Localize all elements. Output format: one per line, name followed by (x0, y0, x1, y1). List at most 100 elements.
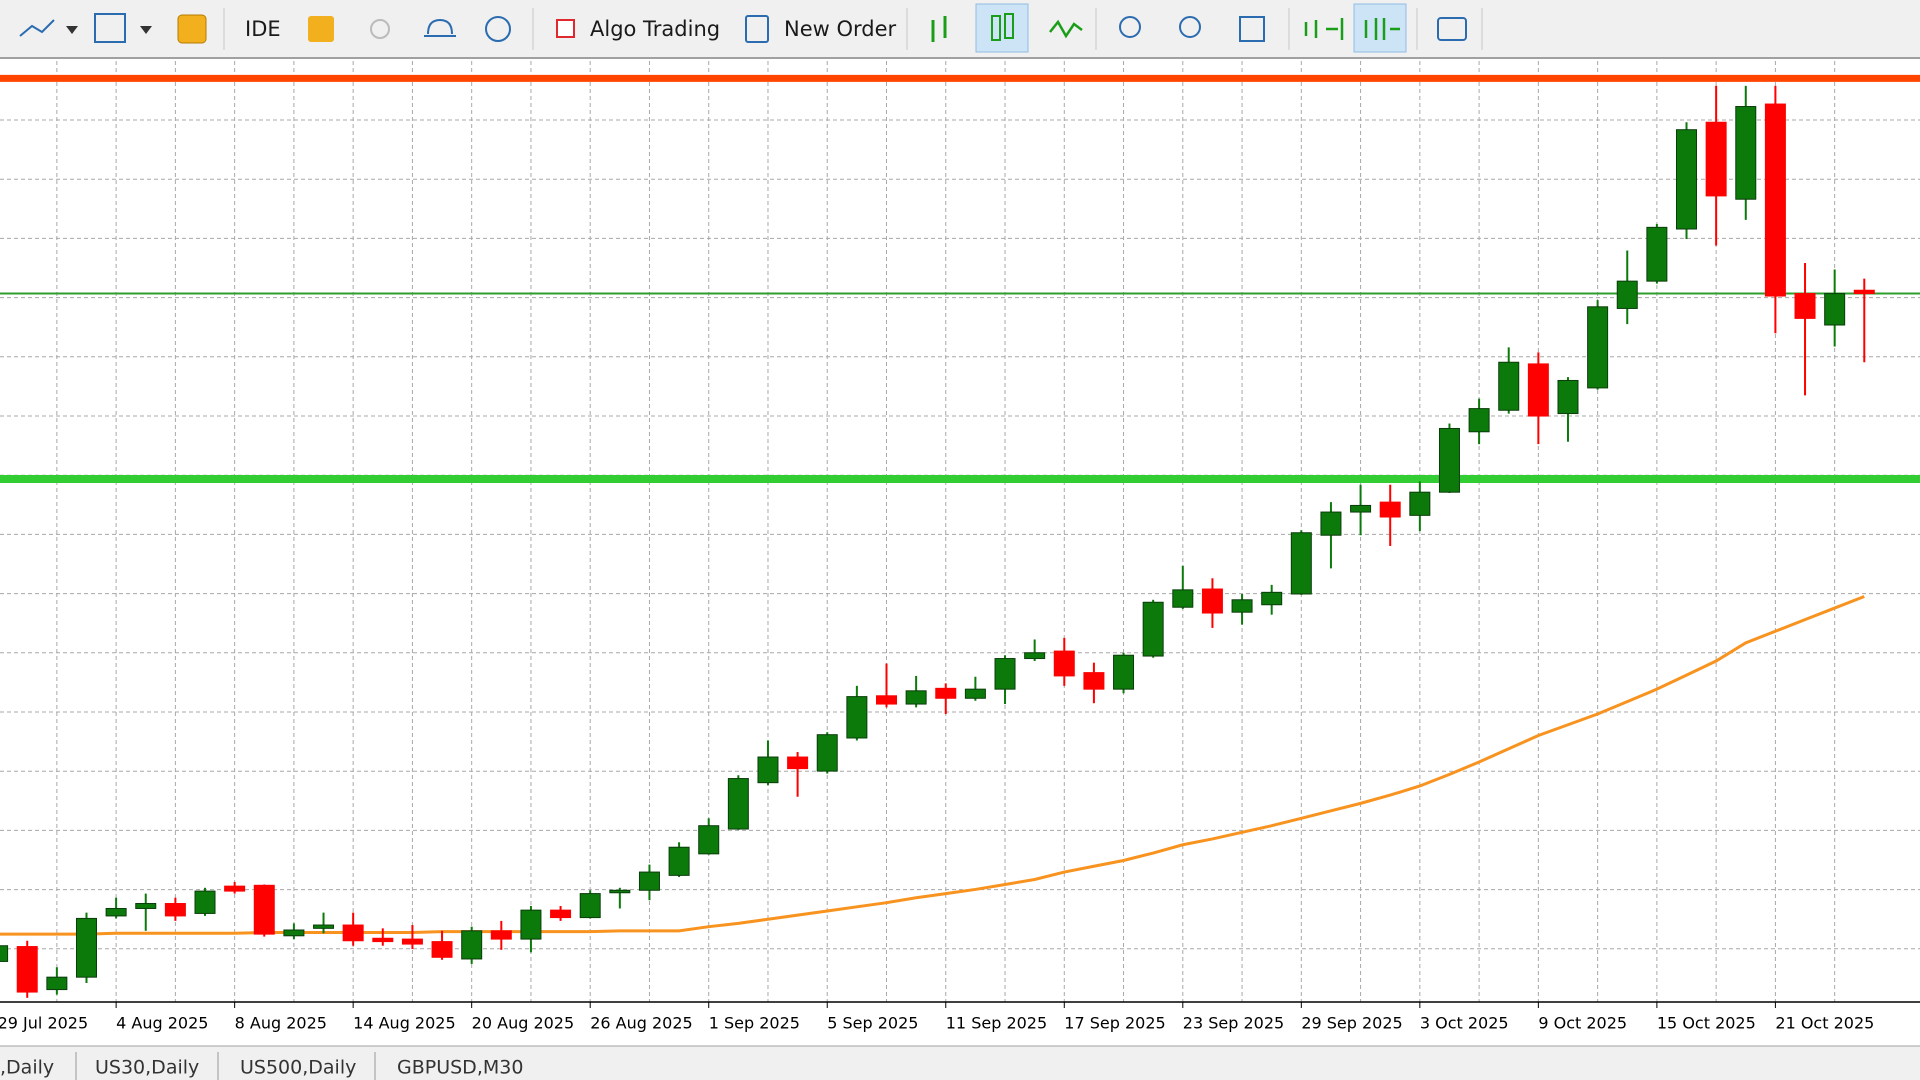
candle-body (105, 907, 127, 917)
candle-body (609, 889, 631, 894)
chart-tab[interactable]: GBPUSD,M30 (397, 1057, 523, 1079)
candle-body (16, 946, 38, 993)
candle-body (1824, 293, 1846, 326)
candles-icon (991, 15, 1001, 41)
vps-icon[interactable] (424, 18, 456, 37)
candle-body (1320, 511, 1342, 536)
candle-body (372, 937, 394, 943)
candle-body (164, 903, 186, 917)
tile-button[interactable] (1239, 16, 1265, 42)
candle-body (1379, 501, 1401, 518)
algo-trading-button[interactable]: Algo Trading (590, 17, 720, 41)
toolbar (0, 0, 1920, 58)
candle-body (0, 945, 9, 962)
bar-chart-button[interactable] (931, 16, 947, 42)
candle-body (757, 756, 779, 784)
candle-body (1438, 427, 1460, 493)
candle-body (1468, 408, 1490, 433)
candle-body (75, 917, 97, 978)
zoom-in-button[interactable] (1119, 16, 1141, 38)
candle-body (727, 778, 749, 830)
candle-body (1113, 654, 1135, 690)
candle-body (1853, 289, 1875, 295)
candle-body (846, 696, 868, 739)
candle-body (698, 825, 720, 855)
candle-body (935, 687, 957, 699)
x-tick-label: 1 Sep 2025 (709, 1014, 800, 1033)
dropdown-arrow[interactable] (140, 26, 152, 34)
plot-background (0, 61, 1920, 1002)
x-tick-label: 15 Oct 2025 (1657, 1014, 1756, 1033)
x-tick-label: 23 Sep 2025 (1183, 1014, 1284, 1033)
candle-body (253, 884, 275, 935)
chart-tab[interactable]: US30,Daily (95, 1057, 199, 1079)
candle-body (1764, 103, 1786, 297)
shift-icon (1364, 18, 1400, 40)
candle-body (490, 930, 512, 940)
candle-body (520, 909, 542, 940)
candle-body (787, 756, 809, 770)
candle-body (1735, 106, 1757, 200)
candle-body (816, 734, 838, 772)
candle-body (224, 885, 246, 892)
candle-body (579, 893, 601, 919)
new-order-button[interactable]: New Order (784, 17, 897, 41)
x-tick-label: 20 Aug 2025 (472, 1014, 575, 1033)
candle-body (46, 976, 68, 991)
candle-body (1705, 121, 1727, 197)
screenshot-button[interactable] (1437, 17, 1467, 41)
signals-icon[interactable] (370, 19, 390, 39)
x-tick-label: 29 Jul 2025 (0, 1014, 88, 1033)
x-tick-label: 8 Aug 2025 (235, 1014, 327, 1033)
chart-area: 29 Jul 2025 4 Aug 2025 8 Aug 2025 14 Aug 20… (0, 61, 1920, 1033)
ide-button[interactable]: IDE (245, 17, 281, 41)
candle-body (1083, 672, 1105, 690)
x-tick-label: 14 Aug 2025 (353, 1014, 456, 1033)
market-icon[interactable] (177, 14, 207, 44)
x-tick-label: 3 Oct 2025 (1420, 1014, 1509, 1033)
candle-body (1231, 599, 1253, 613)
candle-body (964, 688, 986, 699)
new-order-icon[interactable] (745, 15, 769, 43)
candle-body (1794, 293, 1816, 319)
candle-body (668, 846, 690, 876)
candle-body (876, 695, 897, 705)
x-tick-label: 11 Sep 2025 (946, 1014, 1047, 1033)
candle-body (905, 690, 927, 705)
candle-body (283, 929, 305, 937)
line-chart-icon[interactable] (19, 19, 55, 37)
autoscroll-button[interactable] (1304, 18, 1344, 40)
candle-body (401, 938, 423, 945)
toolbar-icons: IDE Algo Trading New Order (19, 3, 1483, 53)
candle-body (1261, 591, 1283, 606)
candle-body (1527, 363, 1549, 417)
dropdown-arrow[interactable] (66, 26, 78, 34)
x-tick-label: 29 Sep 2025 (1301, 1014, 1402, 1033)
algo-trading-icon[interactable] (556, 19, 575, 38)
market-bag-icon[interactable] (308, 16, 334, 42)
candle-body (1172, 589, 1194, 608)
candle-body (461, 930, 483, 960)
candle-body (638, 871, 660, 891)
candle-body (1557, 379, 1579, 415)
candle-body (194, 890, 216, 914)
candle-body (1616, 280, 1638, 309)
candles-icon (1004, 13, 1014, 39)
candle-body (1587, 306, 1609, 389)
zoom-out-button[interactable] (1179, 16, 1201, 38)
moving-average (0, 595, 1865, 936)
chart-tab[interactable]: ,Daily (0, 1057, 54, 1079)
candle-body (1053, 650, 1075, 677)
line-button[interactable] (1049, 19, 1083, 39)
x-tick-label: 9 Oct 2025 (1538, 1014, 1627, 1033)
chart-icon[interactable] (94, 13, 126, 43)
x-tick-label: 21 Oct 2025 (1775, 1014, 1874, 1033)
candles-button-active[interactable] (975, 3, 1029, 53)
trading-icon[interactable] (485, 16, 511, 42)
candle-body (1142, 601, 1164, 657)
candle-body (1290, 532, 1312, 595)
candle-body (550, 909, 572, 919)
candle-body (1201, 588, 1223, 614)
chart-tab[interactable]: US500,Daily (240, 1057, 356, 1079)
